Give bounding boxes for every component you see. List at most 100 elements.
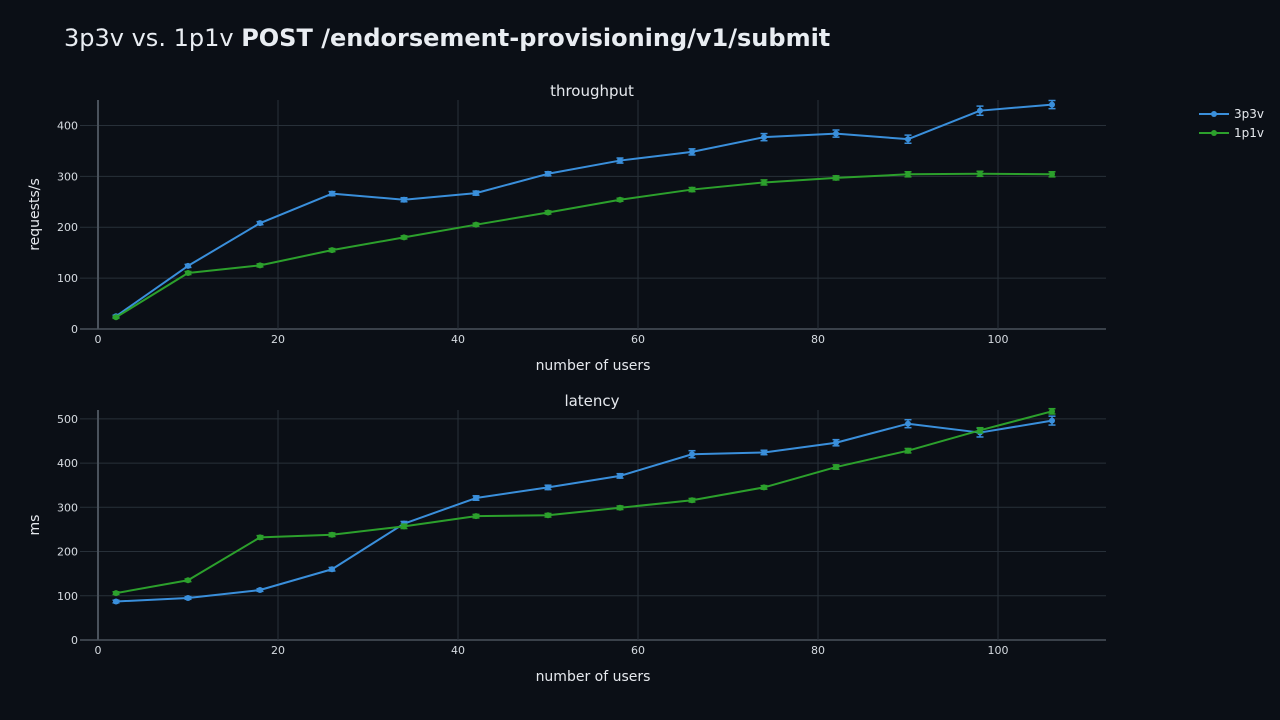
data-point [257,220,263,227]
data-point [473,495,479,502]
y-tick-label: 300 [57,170,78,183]
data-point [689,186,695,193]
data-point [905,136,911,143]
data-point [185,262,191,269]
data-point [1049,171,1055,178]
data-point [401,196,407,203]
data-point [833,130,839,137]
throughput-panel: 0 100 200 300 400 0 20 40 60 80 100 throughput numbe… [27,82,1106,374]
data-point [1049,101,1055,108]
y-axis-label: requests/s [27,178,43,251]
page-title: 3p3v vs. 1p1v POST /endorsement-provisio… [64,24,830,52]
data-point [977,427,983,434]
data-point [689,497,695,504]
series-line-1p1v [115,172,1053,319]
series-line-1p1v [115,410,1053,595]
data-point [761,179,767,186]
x-axis-label: number of users [536,669,651,685]
x-tick-label: 60 [631,644,645,657]
x-tick-label: 0 [95,333,102,346]
y-axis-label: ms [27,515,43,536]
y-tick-label: 200 [57,221,78,234]
y-tick-label: 200 [57,546,78,559]
x-tick-label: 80 [811,333,825,346]
data-point [329,247,335,254]
data-point [473,513,479,520]
series-line-3p3v [115,419,1053,603]
data-point [833,464,839,471]
y-tick-label: 400 [57,457,78,470]
data-point [545,170,551,177]
data-point [185,594,191,601]
x-axis-label: number of users [536,358,651,374]
data-point [545,209,551,216]
y-tick-label: 0 [71,634,78,647]
x-tick-label: 40 [451,644,465,657]
data-point [977,170,983,177]
data-point [257,262,263,269]
legend-item-1p1v[interactable]: 1p1v [1199,126,1264,140]
series-3p3v [112,415,1056,605]
data-point [617,472,623,479]
data-point [833,174,839,181]
data-point [689,148,695,155]
data-point [401,234,407,241]
legend[interactable]: 3p3v 1p1v [1199,107,1264,140]
data-point [761,484,767,491]
y-tick-label: 300 [57,501,78,514]
x-tick-label: 20 [271,333,285,346]
series-1p1v [112,170,1056,321]
data-point [905,447,911,454]
legend-label: 3p3v [1234,107,1264,121]
data-point [329,531,335,538]
y-tick-label: 0 [71,323,78,336]
data-point [329,190,335,197]
y-tick-label: 400 [57,119,78,132]
data-point [545,484,551,491]
data-point [761,449,767,456]
data-point [473,221,479,228]
x-tick-label: 80 [811,644,825,657]
data-point [113,590,119,597]
data-point [113,314,119,321]
data-point [545,512,551,519]
data-point [401,523,407,530]
data-point [185,270,191,277]
page-title-prefix: 3p3v vs. 1p1v [64,24,234,52]
data-point [761,134,767,141]
legend-swatch-marker [1211,130,1217,136]
data-point [1049,417,1055,424]
legend-item-3p3v[interactable]: 3p3v [1199,107,1264,121]
page-title-endpoint: POST /endorsement-provisioning/v1/submit [241,24,831,52]
data-point [185,577,191,584]
x-tick-label: 60 [631,333,645,346]
data-point [905,171,911,178]
data-point [1049,408,1055,415]
legend-label: 1p1v [1234,126,1264,140]
y-tick-label: 100 [57,272,78,285]
data-point [257,534,263,541]
y-tick-label: 500 [57,413,78,426]
data-point [689,451,695,458]
data-point [833,439,839,446]
panel-title: latency [564,392,619,410]
data-point [473,190,479,197]
series-1p1v [112,407,1056,597]
x-tick-label: 100 [988,644,1009,657]
x-tick-label: 20 [271,644,285,657]
data-point [977,107,983,114]
y-tick-label: 100 [57,590,78,603]
series-3p3v [112,99,1056,320]
data-point [617,504,623,511]
data-point [329,566,335,573]
data-point [257,587,263,594]
x-tick-label: 40 [451,333,465,346]
legend-swatch-marker [1211,111,1217,117]
x-tick-label: 100 [988,333,1009,346]
data-point [113,598,119,605]
data-point [905,420,911,427]
latency-panel: 0 100 200 300 400 500 0 20 40 60 80 100 latency numbe… [27,392,1106,685]
x-tick-label: 0 [95,644,102,657]
